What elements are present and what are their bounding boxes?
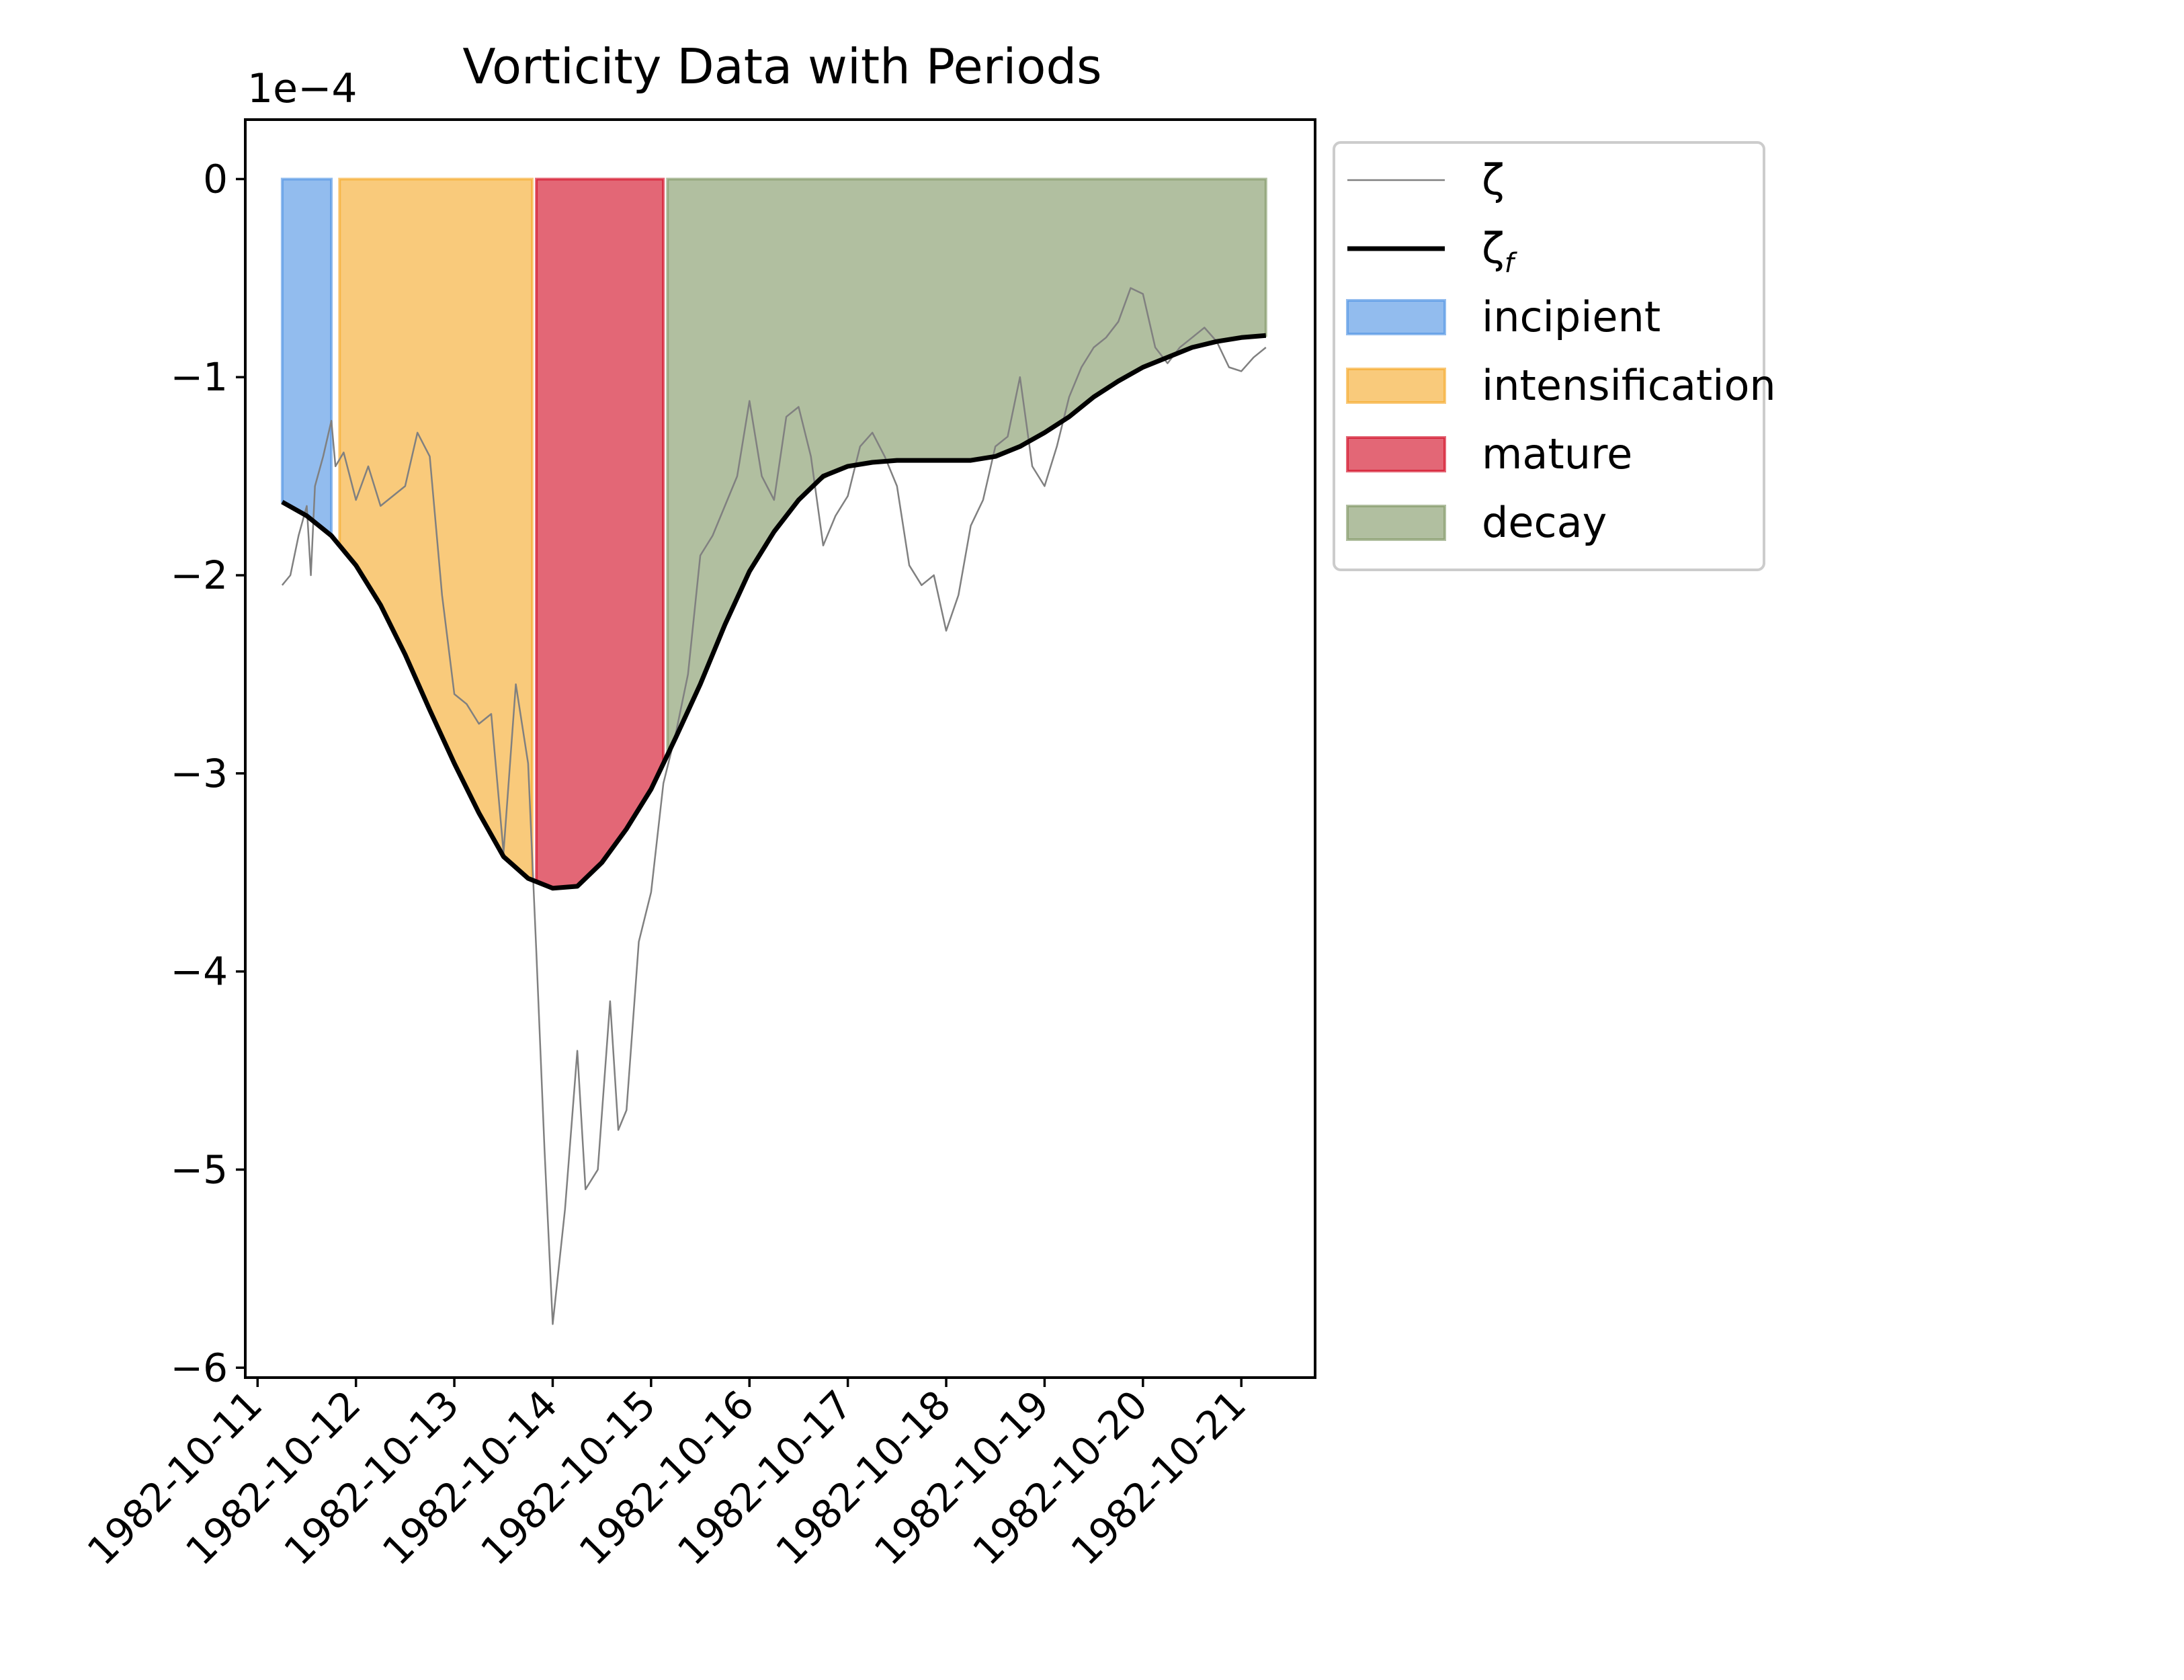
y-axis-offset-label: 1e−4 bbox=[247, 65, 358, 112]
legend-swatch-decay bbox=[1346, 505, 1446, 541]
y-axis: 0 −1 −2 −3 −4 −5 −6 bbox=[171, 156, 245, 1390]
legend-label: incipient bbox=[1482, 292, 1661, 341]
legend-label: mature bbox=[1482, 429, 1632, 478]
y-tick-label: −3 bbox=[171, 751, 228, 796]
legend-label: ζ bbox=[1482, 155, 1505, 204]
period-band-incipient bbox=[280, 177, 333, 539]
chart-title: Vorticity Data with Periods bbox=[462, 38, 1101, 95]
x-axis: 1982-10-111982-10-121982-10-131982-10-14… bbox=[79, 1378, 1255, 1574]
legend-label: intensification bbox=[1482, 361, 1776, 410]
period-band-mature bbox=[535, 177, 665, 890]
y-tick-label: −4 bbox=[171, 949, 228, 995]
legend-swatch-intensification bbox=[1346, 368, 1446, 404]
legend-swatch-mature bbox=[1346, 436, 1446, 472]
y-tick-label: −1 bbox=[171, 354, 228, 400]
y-tick-label: −5 bbox=[171, 1146, 228, 1192]
legend-swatch-incipient bbox=[1346, 299, 1446, 335]
series-line-zeta bbox=[281, 287, 1267, 1325]
y-tick-label: 0 bbox=[203, 156, 228, 202]
period-band-decay bbox=[666, 177, 1267, 756]
plot-frame bbox=[244, 118, 1316, 1379]
legend-label: decay bbox=[1482, 498, 1607, 547]
series-lines bbox=[281, 287, 1267, 1325]
y-tick-label: −2 bbox=[171, 552, 228, 598]
series-line-zeta-f bbox=[281, 333, 1267, 891]
y-tick-label: −6 bbox=[171, 1345, 228, 1390]
